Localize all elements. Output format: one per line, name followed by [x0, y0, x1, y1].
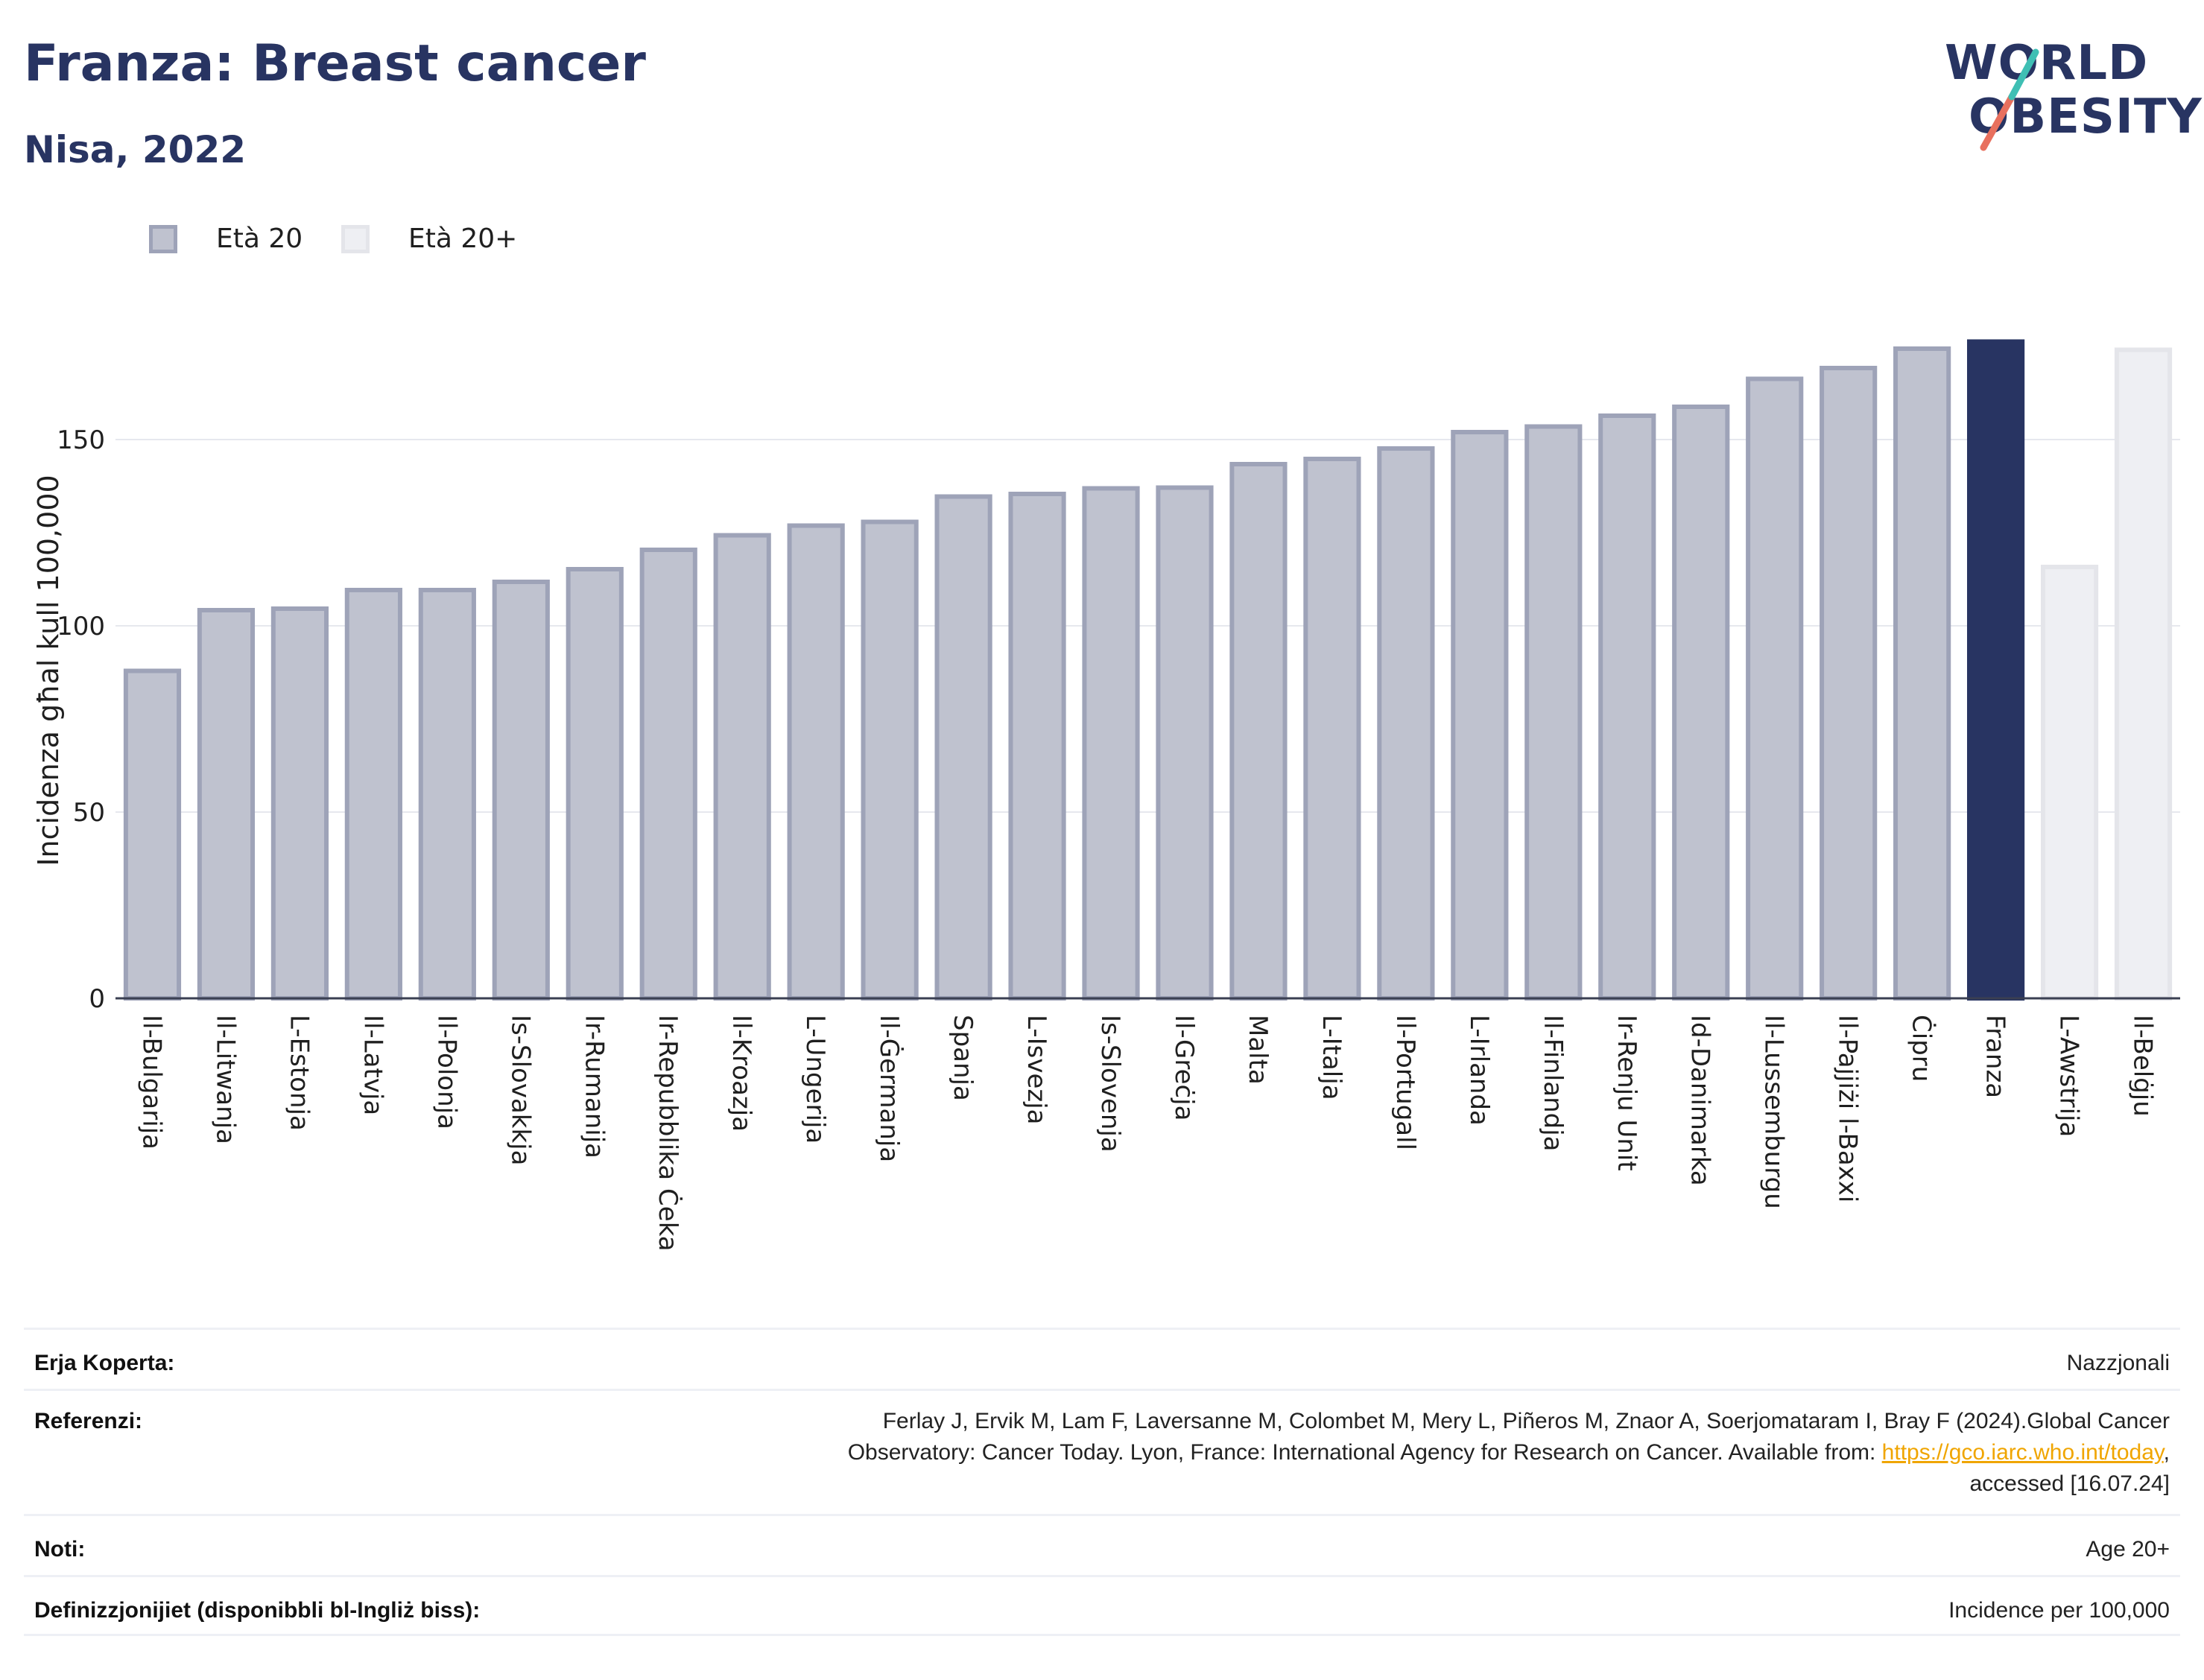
bar[interactable] [1377, 446, 1435, 1001]
x-tick-label: Il-Litwanja [210, 1015, 240, 1144]
chart-footer: Erja Koperta: Nazzjonali Referenzi: Ferl… [24, 1328, 2180, 1636]
y-axis-title: Incidenza għal kull 100,000 [32, 475, 65, 866]
y-tick-label: 0 [89, 984, 105, 1014]
x-tick-label: L-Isvezja [1022, 1015, 1051, 1125]
footer-value-coverage: Nazzjonali [2066, 1351, 2170, 1375]
bar[interactable] [1156, 485, 1214, 1001]
x-tick-label: L-Irlanda [1464, 1015, 1494, 1126]
footer-value-notes: Age 20+ [2086, 1537, 2170, 1562]
bar[interactable] [1303, 457, 1361, 1001]
reference-line-2: Observatory: Cancer Today. Lyon, France:… [848, 1437, 2170, 1468]
world-obesity-logo: WORLD OBESITY [1945, 30, 2202, 164]
footer-label-definitions: Definizzjonijiet (disponibbli bl-Ingliż … [34, 1598, 481, 1623]
bar[interactable] [1229, 462, 1288, 1001]
footer-row-coverage: Erja Koperta: Nazzjonali [24, 1328, 2180, 1389]
x-tick-label: Il-Pajjiżi l-Baxxi [1833, 1015, 1863, 1202]
bar[interactable] [1820, 366, 1878, 1001]
bar[interactable] [197, 608, 256, 1001]
footer-row-definitions: Definizzjonijiet (disponibbli bl-Ingliż … [24, 1575, 2180, 1636]
bar[interactable] [1746, 376, 1804, 1001]
x-tick-label: L-Italja [1317, 1015, 1346, 1100]
legend-label-age-20-plus: Età 20+ [408, 224, 518, 254]
x-tick-label: Ċipru [1907, 1015, 1937, 1082]
chart-title: Franza: Breast cancer [24, 34, 646, 93]
x-tick-label: Ir-Repubblika Ċeka [653, 1015, 683, 1252]
x-tick-label: L-Awstrija [2054, 1015, 2084, 1137]
x-tick-label: L-Ungerija [800, 1015, 830, 1144]
y-tick-label: 50 [73, 798, 105, 828]
y-tick-label: 150 [57, 425, 105, 455]
footer-label-notes: Noti: [34, 1537, 86, 1562]
bar[interactable] [1008, 492, 1066, 1001]
reference-line-2-text: Observatory: Cancer Today. Lyon, France:… [847, 1440, 1882, 1465]
bar[interactable] [344, 588, 402, 1001]
bar[interactable] [418, 588, 476, 1001]
reference-line-1: Ferlay J, Ervik M, Lam F, Laversanne M, … [882, 1409, 2170, 1433]
x-tick-label: Il-Portugall [1390, 1015, 1420, 1150]
reference-link-suffix: , [2163, 1440, 2170, 1465]
footer-row-notes: Noti: Age 20+ [24, 1514, 2180, 1575]
y-tick-label: 100 [57, 612, 105, 641]
bar-chart: 0 50 100 150 Incidenza għal kull 100,000 Il-B… [32, 339, 2180, 1252]
logo-line-1: WORLD [1945, 36, 2149, 91]
bar[interactable] [934, 494, 992, 1001]
bar[interactable] [123, 668, 182, 1001]
bar[interactable] [713, 533, 771, 1001]
x-tick-label: Il-Belġju [2128, 1015, 2158, 1117]
x-tick-label: Is-Slovenja [1095, 1015, 1125, 1153]
footer-row-references: Referenzi: Ferlay J, Ervik M, Lam F, Lav… [24, 1389, 2180, 1514]
bar[interactable] [2114, 347, 2173, 1001]
bar[interactable] [1893, 346, 1951, 1001]
x-tick-label: Il-Finlandja [1538, 1015, 1568, 1152]
x-tick-label: Ir-Rumanija [579, 1015, 609, 1158]
bar[interactable] [2040, 565, 2099, 1001]
bar[interactable] [492, 580, 550, 1001]
bar[interactable] [787, 523, 845, 1001]
bar[interactable] [270, 606, 329, 1001]
footer-label-references: Referenzi: [34, 1409, 143, 1433]
legend-swatch-age-20-plus [341, 225, 370, 253]
bar[interactable] [861, 519, 919, 1001]
x-tick-label: Id-Danimarka [1685, 1015, 1715, 1186]
bar[interactable] [1451, 430, 1509, 1001]
bar[interactable] [1524, 424, 1583, 1001]
legend-label-age-20: Età 20 [216, 224, 303, 254]
bar[interactable] [639, 548, 697, 1001]
x-tick-label: Malta [1243, 1015, 1273, 1085]
x-tick-label: Il-Lussemburgu [1759, 1015, 1789, 1209]
reference-line-3: accessed [16.07.24] [1969, 1471, 2170, 1496]
x-tick-label: Il-Greċja [1169, 1015, 1199, 1120]
footer-label-coverage: Erja Koperta: [34, 1351, 175, 1375]
bar[interactable] [566, 567, 624, 1001]
footer-value-definitions: Incidence per 100,000 [1948, 1598, 2170, 1623]
x-tick-label: Franza [1980, 1015, 2010, 1098]
x-tick-label: Il-Polonja [431, 1015, 461, 1129]
reference-link[interactable]: https://gco.iarc.who.int/today [1881, 1440, 2164, 1465]
x-tick-label: Spanja [948, 1015, 978, 1101]
logo-slash-icon [1980, 48, 2039, 151]
x-tick-label: Il-Kroazja [726, 1015, 756, 1132]
x-tick-label: Is-Slovakkja [505, 1015, 535, 1165]
chart-subtitle: Nisa, 2022 [24, 128, 247, 171]
bar[interactable] [1672, 405, 1730, 1001]
x-tick-label: Il-Bulgarija [136, 1015, 166, 1150]
x-tick-label: Il-Latvja [358, 1015, 387, 1115]
legend-swatch-age-20 [149, 225, 177, 253]
bar[interactable] [1598, 413, 1656, 1001]
x-tick-label: Ir-Renju Unit [1612, 1015, 1641, 1171]
footer-value-references: Ferlay J, Ervik M, Lam F, Laversanne M, … [848, 1406, 2170, 1500]
x-tick-label: Il-Ġermanja [874, 1015, 905, 1162]
bar[interactable] [1082, 486, 1140, 1001]
bar[interactable] [1966, 339, 2025, 1001]
x-tick-label: L-Estonja [284, 1015, 314, 1131]
